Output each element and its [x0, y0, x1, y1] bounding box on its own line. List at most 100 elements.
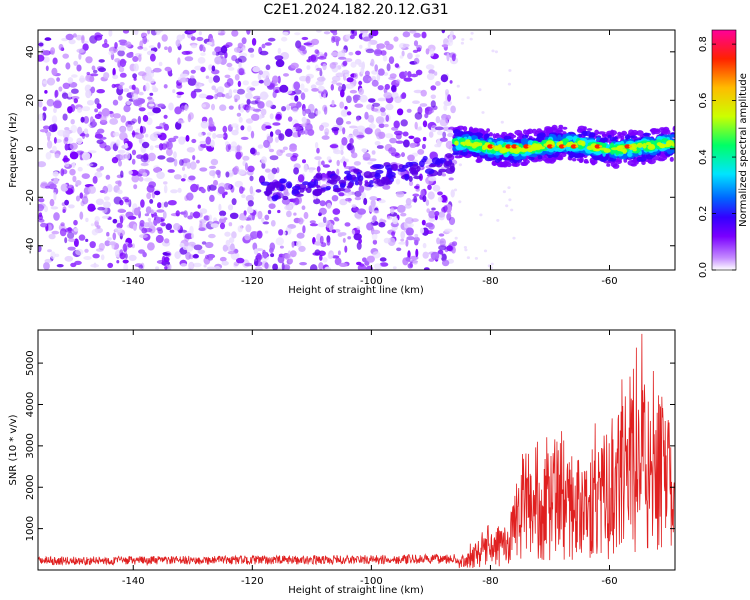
heatmap-noise-cell [179, 73, 189, 77]
heatmap-noise-cell [137, 46, 144, 50]
heatmap-signal-cell [456, 147, 464, 151]
heatmap-signal-cell [522, 134, 529, 139]
heatmap-noise-cell [356, 226, 361, 231]
heatmap-signal-cell [557, 127, 563, 133]
heatmap-noise-cell [344, 58, 353, 63]
heatmap-noise-cell [228, 237, 235, 244]
heatmap-noise-cell [263, 78, 271, 87]
heatmap-noise-cell [281, 36, 288, 42]
heatmap-noise-cell [445, 114, 451, 120]
heatmap-trace-cell [332, 188, 341, 193]
heatmap-noise-cell [507, 82, 511, 86]
heatmap-noise-cell [196, 159, 200, 164]
heatmap-trace-cell [339, 183, 346, 189]
heatmap-noise-cell [81, 152, 91, 161]
heatmap-noise-cell [357, 208, 366, 215]
heatmap-noise-cell [245, 118, 254, 124]
heatmap-noise-cell [161, 34, 168, 42]
heatmap-noise-cell [403, 77, 413, 82]
heatmap-noise-cell [298, 45, 306, 51]
heatmap-noise-cell [414, 185, 420, 189]
heatmap-noise-cell [67, 77, 74, 84]
heatmap-noise-cell [83, 256, 92, 260]
heatmap-noise-cell [204, 254, 209, 260]
heatmap-noise-cell [340, 109, 349, 117]
heatmap-noise-cell [185, 251, 192, 260]
heatmap-noise-cell [311, 88, 319, 92]
heatmap-noise-cell [277, 75, 281, 84]
snr-y-tick-label: 1000 [25, 516, 36, 541]
heatmap-noise-cell [270, 220, 276, 227]
heatmap-noise-cell [356, 241, 362, 250]
heatmap-noise-cell [261, 217, 265, 223]
heatmap-noise-cell [173, 174, 182, 180]
heatmap-noise-cell [149, 199, 154, 204]
heatmap-noise-cell [67, 231, 75, 239]
heatmap-noise-cell [427, 191, 435, 200]
heatmap-noise-cell [202, 46, 206, 53]
heatmap-noise-cell [173, 135, 179, 139]
heatmap-noise-cell [57, 129, 66, 137]
heatmap-noise-cell [358, 185, 365, 193]
heatmap-noise-cell [184, 56, 194, 62]
heatmap-noise-cell [332, 31, 338, 36]
heatmap-noise-cell [380, 111, 387, 117]
heatmap-noise-cell [279, 84, 289, 93]
heatmap-noise-cell [111, 83, 116, 89]
heatmap-noise-cell [117, 50, 125, 57]
heatmap-noise-cell [425, 230, 434, 235]
heatmap-noise-cell [186, 161, 192, 169]
heatmap-noise-cell [385, 43, 394, 50]
heatmap-noise-cell [290, 62, 299, 69]
heatmap-noise-cell [409, 30, 417, 34]
heatmap-noise-cell [293, 89, 302, 95]
heatmap-noise-cell [272, 263, 278, 270]
heatmap-noise-cell [430, 251, 440, 261]
heatmap-hotspot [628, 145, 633, 148]
heatmap-noise-cell [228, 105, 234, 110]
heatmap-noise-cell [334, 218, 340, 222]
heatmap-noise-cell [234, 74, 240, 81]
heatmap-noise-cell [440, 74, 449, 83]
heatmap-signal-cell [670, 134, 675, 138]
heatmap-noise-cell [271, 167, 278, 175]
heatmap-noise-cell [362, 152, 371, 161]
heatmap-noise-cell [441, 173, 446, 177]
snr-y-ticks: 1000 2000 3000 4000 5000 [25, 350, 675, 541]
heatmap-noise-cell [75, 195, 81, 202]
heatmap-noise-cell [373, 48, 383, 57]
heatmap-hotspot [515, 145, 519, 148]
heatmap-noise-cell [148, 103, 155, 107]
heatmap-noise-cell [207, 256, 214, 261]
heatmap-noise-cell [219, 256, 227, 262]
heatmap-noise-cell [53, 177, 59, 185]
heatmap-noise-cell [208, 214, 213, 221]
heatmap-signal-cell [557, 155, 564, 161]
heatmap-hotspot [575, 145, 579, 148]
colorbar-tick-label: 0.6 [698, 93, 709, 109]
heatmap-noise-cell [73, 219, 78, 226]
heatmap-noise-cell [117, 189, 123, 195]
heatmap-noise-cell [48, 124, 58, 133]
heatmap-noise-cell [173, 151, 177, 159]
heatmap-noise-cell [408, 180, 414, 186]
heatmap-noise-cell [238, 68, 245, 76]
heatmap-noise-cell [446, 52, 450, 62]
heatmap-signal-cell [513, 149, 520, 154]
heatmap-noise-cell [314, 49, 319, 54]
heatmap-noise-cell [329, 144, 339, 149]
heatmap-signal-cell [558, 140, 564, 146]
heatmap-noise-cell [430, 94, 436, 100]
heatmap-noise-cell [221, 260, 229, 266]
heatmap-noise-cell [205, 136, 212, 145]
heatmap-noise-cell [237, 225, 243, 233]
heatmap-noise-cell [470, 31, 474, 35]
heatmap-noise-cell [291, 241, 295, 248]
heatmap-hotspot [523, 144, 530, 149]
heatmap-noise-cell [186, 192, 194, 201]
heatmap-noise-cell [364, 127, 373, 135]
heatmap-noise-cell [258, 175, 266, 184]
heatmap-noise-cell [342, 127, 346, 135]
heatmap-noise-cell [190, 183, 199, 193]
heatmap-signal-cell [578, 133, 583, 138]
